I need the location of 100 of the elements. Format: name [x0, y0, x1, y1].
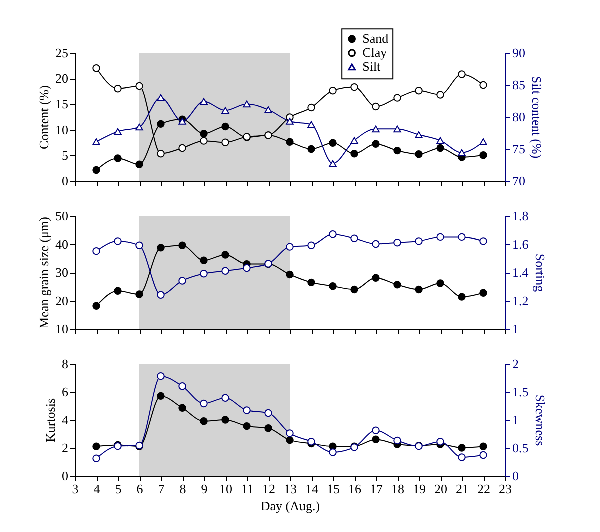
point: [200, 137, 208, 145]
point: [458, 70, 466, 78]
point: [157, 150, 165, 158]
point: [222, 107, 230, 114]
point: [394, 94, 402, 102]
point: [350, 83, 358, 92]
point: [350, 150, 358, 158]
point: [480, 138, 488, 146]
y2-tick-label: 1.6: [512, 236, 530, 252]
x-tick-label: 19: [413, 482, 426, 496]
y2-tick-label: 80: [512, 110, 526, 124]
y-tick-label: 8: [62, 356, 68, 372]
point: [200, 400, 208, 408]
y2-tick-label: 90: [512, 46, 526, 60]
point: [243, 264, 251, 272]
point: [222, 122, 230, 131]
y2-tick-label: 1.4: [512, 265, 530, 280]
point: [480, 152, 488, 160]
point: [372, 274, 380, 282]
y2-axis-title: Skewness: [532, 394, 548, 446]
point: [200, 418, 208, 426]
legend-label: Sand: [362, 31, 390, 46]
point: [200, 270, 208, 278]
point: [436, 137, 444, 144]
point: [92, 302, 100, 310]
point: [286, 243, 294, 251]
legend-label: Silt: [362, 59, 382, 74]
y-tick-label: 5: [62, 148, 68, 163]
point: [136, 160, 144, 168]
x-tick-label: 14: [306, 482, 319, 496]
point: [458, 149, 466, 156]
point: [136, 124, 144, 131]
point: [329, 448, 337, 456]
point: [436, 144, 444, 152]
y2-tick-label: 1: [512, 322, 519, 336]
point: [436, 438, 444, 446]
point: [394, 238, 402, 247]
x-tick-label: 16: [348, 482, 362, 496]
y2-axis-title: Silt content (%): [530, 76, 544, 159]
point: [329, 230, 337, 238]
point: [308, 145, 316, 154]
point: [415, 87, 423, 95]
y2-tick-label: 70: [512, 174, 526, 188]
point: [222, 416, 230, 424]
point: [329, 139, 337, 147]
point: [114, 238, 122, 246]
x-tick-label: 20: [434, 482, 448, 496]
y2-tick-label: 85: [512, 78, 526, 92]
point: [436, 91, 444, 99]
y-tick-label: 10: [56, 122, 68, 138]
point: [286, 270, 294, 279]
y-tick-label: 10: [56, 322, 68, 336]
point: [92, 166, 100, 174]
point: [178, 382, 186, 390]
point: [372, 436, 380, 444]
point: [480, 238, 488, 246]
y-tick-label: 6: [62, 384, 69, 400]
y2-tick-label: 1.8: [512, 208, 529, 224]
point: [243, 422, 251, 430]
point: [372, 140, 380, 148]
y2-tick-label: 0: [512, 468, 519, 484]
point: [480, 442, 488, 450]
point: [372, 126, 380, 133]
point: [178, 144, 186, 152]
point: [480, 289, 488, 297]
point: [200, 130, 208, 138]
point: [308, 104, 316, 112]
point: [415, 286, 423, 294]
point: [458, 233, 466, 242]
point: [92, 454, 100, 462]
x-tick-label: 18: [392, 482, 404, 496]
y2-tick-label: 0.5: [512, 440, 529, 456]
point: [329, 282, 337, 290]
point: [394, 436, 402, 445]
point: [157, 120, 165, 128]
point: [157, 372, 165, 380]
x-tick-label: 22: [478, 482, 490, 496]
x-tick-label: 9: [201, 482, 208, 496]
point: [222, 138, 230, 146]
point: [243, 100, 251, 108]
point: [178, 277, 186, 285]
y2-axis-title: Sorting: [532, 254, 548, 293]
point: [157, 94, 165, 102]
point: [394, 126, 402, 133]
point: [92, 442, 100, 450]
x-tick-label: 7: [158, 482, 166, 496]
point: [114, 154, 122, 162]
y2-tick-label: 1: [512, 412, 519, 428]
point: [157, 392, 165, 400]
point: [350, 234, 358, 242]
point: [114, 84, 122, 93]
x-tick-label: 8: [180, 482, 186, 496]
x-tick-label: 17: [370, 482, 384, 496]
x-tick-label: 23: [499, 482, 512, 496]
x-tick-label: 13: [284, 482, 297, 496]
x-tick-label: 5: [115, 482, 122, 496]
point: [458, 293, 466, 301]
y-tick-label: 20: [56, 293, 68, 308]
point: [222, 267, 230, 275]
point: [415, 150, 423, 158]
